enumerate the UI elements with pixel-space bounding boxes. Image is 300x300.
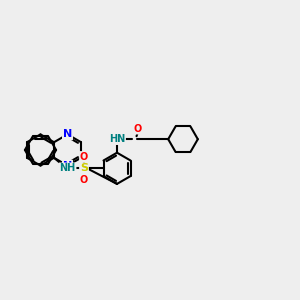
Text: O: O — [80, 152, 88, 162]
Text: HN: HN — [109, 134, 125, 144]
Text: O: O — [134, 124, 142, 134]
Text: S: S — [80, 163, 88, 173]
Text: NH: NH — [59, 163, 76, 173]
Text: N: N — [63, 129, 72, 140]
Text: O: O — [80, 175, 88, 185]
Text: N: N — [63, 160, 72, 171]
